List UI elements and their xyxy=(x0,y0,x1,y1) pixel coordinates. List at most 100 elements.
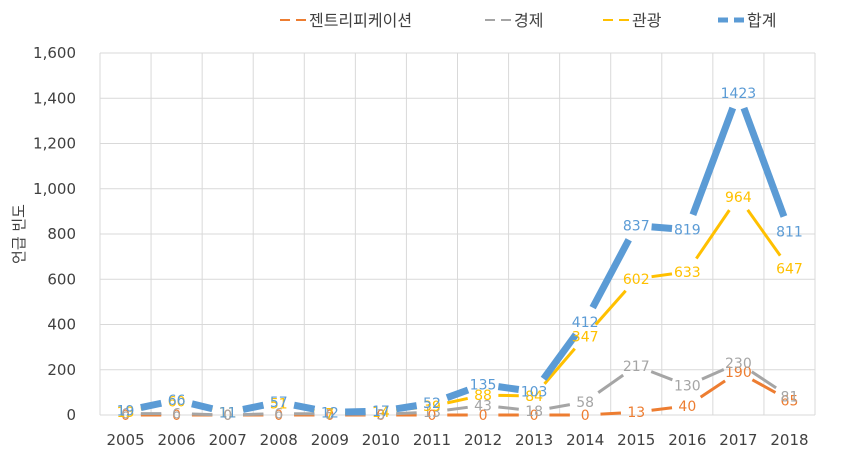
series-segment xyxy=(651,406,673,412)
data-label: 6 xyxy=(172,407,181,423)
data-label: 0 xyxy=(274,408,283,424)
data-label: 43 xyxy=(474,398,492,414)
data-label: 1423 xyxy=(721,86,757,102)
data-label: 837 xyxy=(623,219,650,235)
y-tick-label: 1,200 xyxy=(33,135,76,153)
y-tick-label: 1,600 xyxy=(33,44,76,62)
data-label: 0 xyxy=(223,408,232,424)
y-tick-label: 800 xyxy=(47,225,76,243)
series-segment xyxy=(498,405,519,411)
data-label: 40 xyxy=(678,399,696,415)
series-segment xyxy=(650,370,673,382)
data-label: 3 xyxy=(376,407,385,423)
x-tick-label: 2010 xyxy=(362,431,400,449)
x-tick-label: 2017 xyxy=(719,431,757,449)
data-label: 0 xyxy=(479,408,488,424)
data-label: 347 xyxy=(572,329,599,345)
data-label: 84 xyxy=(525,389,543,405)
y-tick-label: 400 xyxy=(47,316,76,334)
series-segment xyxy=(589,238,632,310)
series-segment xyxy=(497,383,520,393)
data-label: 819 xyxy=(674,223,701,239)
legend-label: 합계 xyxy=(747,11,776,30)
series-segment xyxy=(746,209,782,257)
data-label: 88 xyxy=(474,388,492,404)
data-label: 6 xyxy=(121,407,130,423)
series-segment xyxy=(751,378,777,394)
series-segment xyxy=(242,401,265,413)
data-label: 0 xyxy=(325,408,334,424)
data-label: 130 xyxy=(674,379,701,395)
series-segment xyxy=(447,405,468,412)
series-segment xyxy=(701,368,725,381)
data-label: 602 xyxy=(623,272,650,288)
data-label: 190 xyxy=(725,365,752,381)
x-tick-label: 2005 xyxy=(106,431,144,449)
legend-label: 관광 xyxy=(632,11,662,30)
x-tick-label: 2016 xyxy=(668,431,706,449)
y-tick-label: 200 xyxy=(47,361,76,379)
data-label: 17 xyxy=(372,404,390,420)
y-tick-label: 0 xyxy=(66,406,76,424)
series-segment xyxy=(140,399,162,411)
series-segment xyxy=(594,289,627,326)
data-label: 964 xyxy=(725,190,752,206)
data-label: 14 xyxy=(372,405,390,421)
data-label: 0 xyxy=(121,408,130,424)
data-label: 6 xyxy=(274,407,283,423)
gridlines xyxy=(99,52,816,416)
legend: 젠트리피케이션 경제 관광 합계 xyxy=(280,11,776,30)
data-label: 11 xyxy=(219,406,237,422)
series-lines xyxy=(140,106,788,417)
data-label: 58 xyxy=(576,395,594,411)
series-segment xyxy=(651,272,673,279)
data-label: 0 xyxy=(223,408,232,424)
data-label: 647 xyxy=(776,262,803,278)
y-tick-label: 1,000 xyxy=(33,180,76,198)
legend-label: 젠트리피케이션 xyxy=(309,11,412,30)
series-segment xyxy=(446,396,469,405)
y-axis: 0 200 400 600 800 1,000 1,200 1,400 1,600 xyxy=(33,44,76,424)
series-segment xyxy=(396,411,417,416)
x-tick-label: 2006 xyxy=(158,431,196,449)
data-label: 0 xyxy=(428,408,437,424)
series-segment xyxy=(695,209,731,260)
x-tick-label: 2008 xyxy=(260,431,298,449)
data-label: 135 xyxy=(470,377,497,393)
data-label: 230 xyxy=(725,356,752,372)
data-label: 81 xyxy=(781,390,799,406)
x-tick-label: 2013 xyxy=(515,431,553,449)
x-tick-label: 2012 xyxy=(464,431,502,449)
series-segment xyxy=(549,403,571,410)
x-tick-label: 2007 xyxy=(209,431,247,449)
series-segment xyxy=(540,332,579,381)
data-label: 13 xyxy=(423,405,441,421)
series-segment xyxy=(293,401,316,413)
data-label: 52 xyxy=(423,396,441,412)
x-axis: 2005 2006 2007 2008 2009 2010 2011 2012 2013 2014… xyxy=(106,431,808,449)
data-label: 65 xyxy=(781,393,799,409)
data-label: 0 xyxy=(530,408,539,424)
data-label: 13 xyxy=(117,405,135,421)
data-label: 19 xyxy=(117,404,135,420)
data-label: 11 xyxy=(219,406,237,422)
data-label: 0 xyxy=(172,408,181,424)
y-tick-label: 1,400 xyxy=(33,89,76,107)
data-label: 66 xyxy=(168,393,186,409)
x-tick-label: 2014 xyxy=(566,431,604,449)
data-label: 103 xyxy=(521,385,548,401)
series-segment xyxy=(242,412,264,417)
data-label: 57 xyxy=(270,395,288,411)
x-tick-label: 2015 xyxy=(617,431,655,449)
data-label: 0 xyxy=(376,408,385,424)
x-tick-label: 2011 xyxy=(413,431,451,449)
series-segment xyxy=(395,402,418,413)
series-segment xyxy=(597,373,625,394)
y-tick-label: 600 xyxy=(47,270,76,288)
data-label: 412 xyxy=(572,315,599,331)
y-axis-title: 언급 빈도 xyxy=(10,204,28,264)
series-segment xyxy=(445,386,470,401)
data-label: 217 xyxy=(623,359,650,375)
